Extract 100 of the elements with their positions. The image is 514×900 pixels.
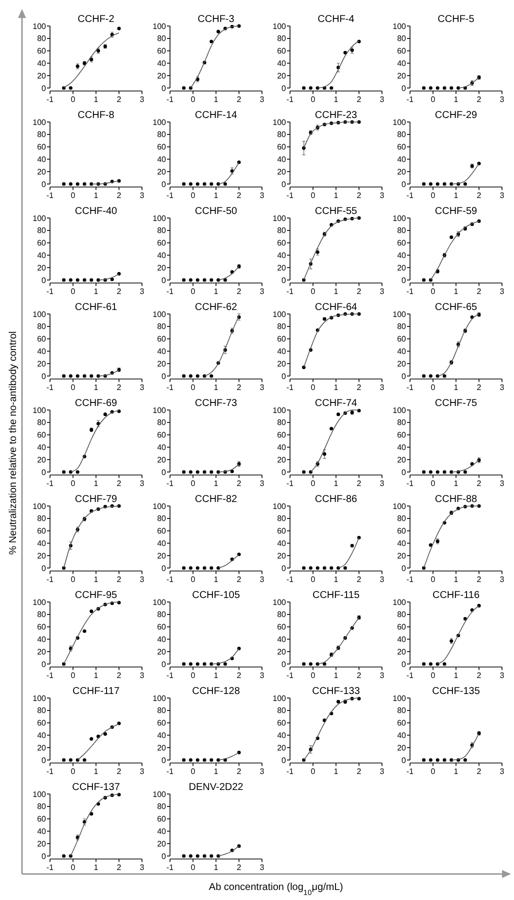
- chart-title: CCHF-95: [74, 590, 118, 601]
- y-tick-label: 80: [37, 610, 47, 620]
- line-series: [423, 506, 480, 568]
- y-tick-label: 80: [37, 514, 47, 524]
- point: [302, 86, 306, 90]
- y-tick-label: 80: [157, 514, 167, 524]
- x-tick-label: -1: [406, 191, 414, 200]
- x-tick-label: 1: [94, 287, 99, 296]
- point: [68, 854, 72, 858]
- point: [90, 374, 94, 378]
- x-tick-label: 2: [116, 287, 122, 296]
- line-series: [63, 506, 120, 568]
- y-tick-label: 0: [282, 756, 287, 765]
- x-tick-label: 3: [140, 95, 145, 104]
- x-tick-label: -1: [166, 287, 174, 296]
- y-tick-label: 80: [397, 610, 407, 620]
- x-tick-label: 0: [310, 287, 316, 296]
- point: [182, 566, 186, 570]
- x-tick-label: 1: [334, 479, 339, 488]
- y-tick-label: 80: [277, 706, 287, 716]
- y-tick-label: 80: [157, 322, 167, 332]
- x-tick-label: 2: [356, 671, 362, 680]
- y-tick-label: 60: [157, 142, 167, 152]
- line-series: [303, 122, 360, 148]
- point: [182, 278, 186, 282]
- y-tick-label: 20: [277, 263, 287, 272]
- point: [322, 662, 326, 666]
- x-tick-label: 3: [380, 575, 385, 584]
- point: [62, 854, 66, 858]
- y-tick-label: 20: [397, 455, 407, 464]
- y-tick-label: 40: [277, 347, 287, 356]
- point: [62, 470, 66, 474]
- y-tick-label: 0: [402, 180, 407, 189]
- x-tick-label: -1: [286, 671, 294, 680]
- x-tick-label: 1: [214, 383, 219, 392]
- chart-title: CCHF-133: [312, 686, 360, 697]
- chart-title: CCHF-86: [314, 494, 358, 505]
- line-series: [303, 218, 360, 280]
- y-tick-label: 40: [157, 59, 167, 68]
- y-tick-label: 80: [157, 706, 167, 716]
- y-tick-label: 100: [392, 310, 407, 319]
- x-tick-label: 2: [116, 383, 122, 392]
- y-tick-label: 60: [37, 430, 47, 440]
- point: [103, 412, 107, 416]
- x-tick-label: 0: [190, 191, 196, 200]
- x-tick-label: 1: [94, 383, 99, 392]
- x-tick-label: 1: [334, 191, 339, 200]
- chart-title: CCHF-50: [194, 206, 238, 217]
- point: [442, 182, 446, 186]
- y-tick-label: 40: [157, 539, 167, 548]
- y-tick-label: 100: [152, 310, 167, 319]
- x-tick-label: -1: [406, 671, 414, 680]
- line-series: [204, 315, 240, 376]
- point: [428, 374, 432, 378]
- x-tick-label: 3: [260, 95, 265, 104]
- y-tick-label: 60: [397, 334, 407, 344]
- chart-title: CCHF-29: [434, 110, 478, 121]
- x-tick-label: 1: [214, 671, 219, 680]
- point: [68, 374, 72, 378]
- x-tick-label: -1: [406, 767, 414, 776]
- x-tick-label: 3: [260, 671, 265, 680]
- y-tick-label: 60: [277, 622, 287, 632]
- point: [182, 86, 186, 90]
- y-tick-label: 40: [397, 731, 407, 740]
- point: [450, 235, 454, 239]
- x-tick-label: 0: [310, 479, 316, 488]
- x-tick-label: 0: [430, 383, 436, 392]
- y-tick-label: 60: [37, 142, 47, 152]
- y-tick-label: 60: [157, 46, 167, 56]
- point: [90, 610, 94, 614]
- y-tick-label: 0: [42, 468, 47, 477]
- point: [330, 86, 334, 90]
- x-tick-label: 0: [310, 671, 316, 680]
- y-tick-label: 0: [42, 84, 47, 93]
- x-tick-label: 0: [70, 95, 76, 104]
- y-tick-label: 100: [392, 598, 407, 607]
- y-tick-label: 20: [277, 71, 287, 80]
- y-tick-label: 100: [272, 502, 287, 511]
- point: [450, 86, 454, 90]
- x-tick-label: 2: [476, 191, 482, 200]
- y-tick-label: 80: [37, 34, 47, 44]
- x-tick-label: 0: [430, 671, 436, 680]
- point: [196, 278, 200, 282]
- x-tick-label: 1: [334, 767, 339, 776]
- y-tick-label: 60: [157, 334, 167, 344]
- y-tick-label: 20: [157, 359, 167, 368]
- x-tick-label: 0: [430, 479, 436, 488]
- y-tick-label: 100: [32, 118, 47, 127]
- x-tick-label: 2: [356, 383, 362, 392]
- y-tick-label: 60: [37, 814, 47, 824]
- x-tick-label: 3: [140, 287, 145, 296]
- point: [182, 470, 186, 474]
- y-tick-label: 100: [392, 214, 407, 223]
- point: [90, 812, 94, 816]
- y-tick-label: 20: [277, 551, 287, 560]
- chart-title: DENV-2D22: [188, 782, 244, 793]
- y-tick-label: 20: [157, 647, 167, 656]
- point: [322, 452, 326, 456]
- y-tick-label: 20: [397, 167, 407, 176]
- point: [316, 566, 320, 570]
